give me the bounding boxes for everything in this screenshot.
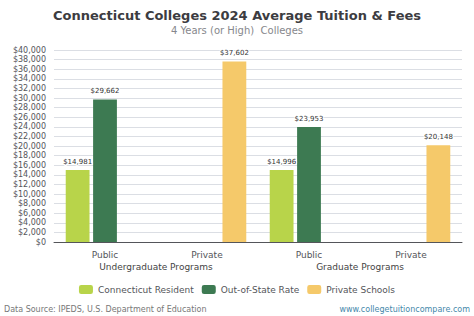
svg-text:Graduate Programs: Graduate Programs: [316, 262, 404, 272]
svg-text:$29,662: $29,662: [91, 87, 120, 95]
svg-text:$28,000: $28,000: [13, 103, 46, 112]
svg-text:$30,000: $30,000: [13, 94, 46, 103]
svg-text:$32,000: $32,000: [13, 84, 46, 93]
svg-text:$2,000: $2,000: [18, 228, 46, 237]
svg-text:$20,148: $20,148: [424, 133, 453, 141]
svg-text:Undergraduate Programs: Undergraduate Programs: [99, 262, 213, 272]
svg-text:$8,000: $8,000: [18, 199, 46, 208]
svg-text:$4,000: $4,000: [18, 218, 46, 227]
svg-text:$18,000: $18,000: [13, 151, 46, 160]
svg-text:$34,000: $34,000: [13, 74, 46, 83]
svg-text:$14,996: $14,996: [267, 158, 296, 166]
svg-text:Private: Private: [191, 250, 223, 260]
svg-text:4 Years (or High) Colleges: 4 Years (or High) Colleges: [171, 25, 303, 36]
svg-text:Public: Public: [92, 250, 119, 260]
svg-text:$6,000: $6,000: [18, 209, 46, 218]
svg-text:$0: $0: [36, 238, 46, 247]
svg-text:Data Source: IPEDS, U.S. Depar: Data Source: IPEDS, U.S. Department of E…: [4, 305, 207, 314]
svg-text:$20,000: $20,000: [13, 142, 46, 151]
svg-text:$12,000: $12,000: [13, 180, 46, 189]
svg-text:$14,000: $14,000: [13, 170, 46, 179]
svg-text:Private: Private: [395, 250, 427, 260]
svg-text:$22,000: $22,000: [13, 132, 46, 141]
svg-text:Private Schools: Private Schools: [326, 285, 395, 295]
svg-text:Out-of-State Rate: Out-of-State Rate: [221, 285, 300, 295]
svg-text:$37,602: $37,602: [220, 49, 249, 57]
svg-text:$24,000: $24,000: [13, 122, 46, 131]
svg-text:Public: Public: [296, 250, 323, 260]
svg-text:www.collegetuitioncompare.com: www.collegetuitioncompare.com: [339, 305, 470, 314]
svg-text:$40,000: $40,000: [13, 46, 46, 55]
svg-text:$36,000: $36,000: [13, 65, 46, 74]
svg-text:$23,953: $23,953: [295, 115, 324, 123]
svg-text:$14,981: $14,981: [63, 158, 92, 166]
svg-text:Connecticut Colleges 2024 Aver: Connecticut Colleges 2024 Average Tuitio…: [53, 8, 421, 23]
svg-text:$26,000: $26,000: [13, 113, 46, 122]
svg-text:Connecticut Resident: Connecticut Resident: [98, 285, 194, 295]
svg-text:$10,000: $10,000: [13, 190, 46, 199]
svg-text:$16,000: $16,000: [13, 161, 46, 170]
svg-text:$38,000: $38,000: [13, 55, 46, 64]
